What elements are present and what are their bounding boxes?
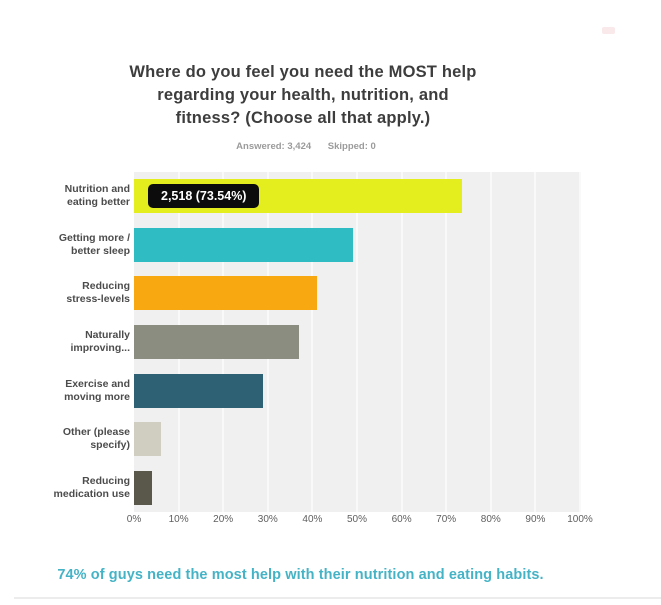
bar-row: Naturally improving... [0,318,580,367]
bar-row: Other (please specify) [0,415,580,464]
bar-row: Nutrition and eating better 2,518 (73.54%) [0,172,580,221]
bar-value-tooltip: 2,518 (73.54%) [148,184,260,209]
bar-track [134,227,580,262]
bar[interactable] [134,373,264,408]
bar-track [134,325,580,360]
x-tick-label: 100% [567,514,593,525]
x-tick-label: 60% [391,514,412,525]
bar[interactable] [134,325,300,360]
x-tick-label: 0% [126,514,142,525]
category-label: Naturally improving... [70,329,130,355]
bar-track [134,276,580,311]
bar-track: 2,518 (73.54%) [134,179,580,214]
bar-row: Reducing medication use [0,463,580,512]
artifact-mark [602,27,615,34]
x-tick-label: 30% [257,514,278,525]
category-label: Reducing stress-levels [66,280,130,306]
gridline [534,172,537,512]
bar[interactable] [134,276,317,311]
x-tick-label: 90% [525,514,546,525]
response-stats: Answered: 3,424 Skipped: 0 [0,141,612,152]
page-title-line: regarding your health, nutrition, and [157,86,449,104]
category-label: Other (please specify) [62,426,130,452]
x-tick-label: 80% [480,514,501,525]
category-label: Reducing medication use [53,474,130,500]
page-title-line: Where do you feel you need the MOST help [129,63,477,81]
bar[interactable] [134,422,161,457]
bar-rows: Nutrition and eating better 2,518 (73.54%)… [0,172,580,512]
bar-row: Getting more / better sleep [0,221,580,270]
bottom-divider [14,597,661,599]
bar-track [134,470,580,505]
gridline [356,172,358,512]
gridline [489,172,492,512]
gridline [445,172,448,512]
category-label: Getting more / better sleep [58,231,130,257]
x-tick-label: 10% [168,514,189,525]
page-title-line: fitness? (Choose all that apply.) [175,109,431,127]
skipped-count: Skipped: 0 [327,141,376,152]
x-tick-label: 40% [302,514,323,525]
bar-track [134,422,580,457]
x-tick-label: 70% [436,514,457,525]
gridline [311,172,314,512]
category-label: Nutrition and eating better [64,183,130,209]
x-axis: 0% 10% 20% 30% 40% 50% 60% 70% 80% 90% 100% [127,514,593,528]
bar[interactable]: 2,518 (73.54%) [134,179,462,214]
answered-count: Answered: 3,424 [236,141,312,152]
category-label: Exercise and moving more [64,377,130,403]
bar-chart: Nutrition and eating better 2,518 (73.54%)… [0,172,581,512]
bar[interactable] [134,227,353,262]
x-tick-label: 50% [346,514,368,525]
bar[interactable] [134,470,152,505]
gridline [579,172,581,512]
page-title: Where do you feel you need the MOST help… [0,61,606,130]
bar-track [134,373,580,408]
gridline [400,172,403,512]
bar-row: Exercise and moving more [0,366,580,415]
insight-caption: 74% of guys need the most help with thei… [57,567,544,583]
bar-row: Reducing stress-levels [0,269,580,318]
x-tick-label: 20% [213,514,234,525]
